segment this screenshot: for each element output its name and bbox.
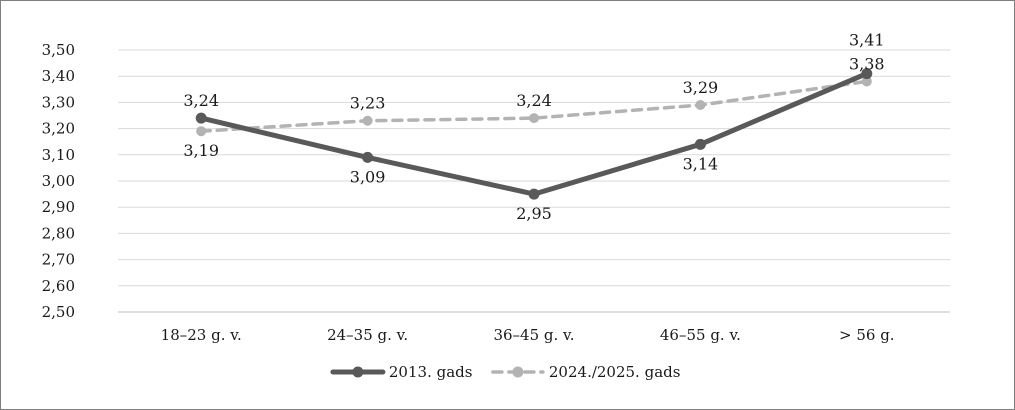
data-point: [362, 151, 374, 163]
data-point: [196, 126, 207, 137]
y-tick-label: 2,70: [42, 251, 75, 269]
y-tick-label: 3,10: [42, 146, 75, 164]
data-label: 3,24: [183, 91, 219, 110]
data-label: 2,95: [516, 204, 552, 223]
legend-item: 2013. gads: [330, 363, 473, 381]
x-tick-label: > 56 g.: [839, 326, 895, 344]
data-labels: 3,24 3,19 3,09 3,23 2,95 3,24 3,14 3,29 3,41 3,38: [183, 31, 884, 224]
legend-label: 2013. gads: [389, 363, 473, 381]
data-point: [694, 138, 706, 150]
data-label: 3,14: [683, 154, 719, 173]
y-tick-label: 3,50: [42, 41, 75, 59]
legend-swatch-marker: [352, 366, 364, 378]
x-tick-label: 36–45 g. v.: [493, 326, 574, 344]
y-tick-label: 3,00: [42, 172, 75, 190]
legend: 2013. gads 2024./2025. gads: [330, 363, 681, 381]
y-axis-tick-labels: 2,50 2,60 2,70 2,80 2,90 3,00 3,10 3,20 3,30 3,40…: [42, 41, 75, 321]
data-point: [861, 76, 872, 87]
y-tick-label: 3,30: [42, 93, 75, 111]
data-label: 3,41: [849, 31, 885, 50]
data-label: 3,23: [350, 94, 386, 113]
data-label: 3,09: [350, 167, 386, 186]
legend-swatch-marker: [512, 366, 524, 378]
y-tick-label: 2,90: [42, 198, 75, 216]
y-tick-label: 2,80: [42, 224, 75, 242]
x-tick-label: 46–55 g. v.: [660, 326, 741, 344]
data-point: [362, 115, 373, 126]
series-line: [199, 79, 869, 133]
legend-item: 2024./2025. gads: [491, 363, 681, 381]
data-label: 3,38: [849, 54, 885, 73]
data-label: 3,24: [516, 91, 552, 110]
y-tick-label: 3,20: [42, 120, 75, 138]
data-point: [861, 68, 873, 80]
series-layer: [195, 68, 873, 200]
data-label: 3,19: [183, 141, 219, 160]
x-tick-label: 24–35 g. v.: [327, 326, 408, 344]
legend-label: 2024./2025. gads: [549, 363, 681, 381]
x-axis-tick-labels: 18–23 g. v. 24–35 g. v. 36–45 g. v. 46–55 g…: [161, 326, 895, 344]
data-point: [528, 188, 540, 200]
x-tick-label: 18–23 g. v.: [161, 326, 242, 344]
y-tick-label: 2,60: [42, 277, 75, 295]
data-point: [529, 113, 539, 124]
data-point: [195, 112, 207, 124]
y-tick-label: 3,40: [42, 67, 75, 85]
y-tick-label: 2,50: [42, 303, 75, 321]
data-point: [695, 100, 706, 111]
data-label: 3,29: [683, 78, 719, 97]
